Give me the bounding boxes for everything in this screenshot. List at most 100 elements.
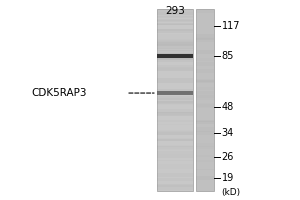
- Text: CDK5RAP3: CDK5RAP3: [32, 88, 87, 98]
- Bar: [196, 62, 214, 66]
- Bar: [196, 69, 214, 73]
- Bar: [158, 113, 193, 115]
- Bar: [158, 55, 193, 60]
- Bar: [196, 81, 214, 82]
- Bar: [158, 98, 193, 100]
- Bar: [196, 127, 214, 132]
- Bar: [158, 44, 193, 49]
- Bar: [158, 145, 193, 149]
- Bar: [158, 139, 193, 141]
- Bar: [196, 79, 214, 81]
- Bar: [158, 9, 193, 15]
- Bar: [158, 19, 193, 22]
- Bar: [196, 104, 214, 107]
- Bar: [158, 40, 193, 43]
- Bar: [158, 101, 193, 103]
- Bar: [158, 54, 193, 58]
- Bar: [196, 120, 214, 122]
- Bar: [158, 23, 193, 25]
- Bar: [158, 43, 193, 48]
- Bar: [158, 89, 193, 94]
- Bar: [196, 143, 214, 147]
- Text: 117: 117: [222, 21, 240, 31]
- Bar: [196, 82, 214, 83]
- Bar: [158, 120, 193, 122]
- Bar: [158, 58, 193, 62]
- Bar: [158, 100, 193, 105]
- Bar: [158, 29, 193, 31]
- Bar: [196, 37, 214, 40]
- Bar: [158, 115, 193, 116]
- Text: 19: 19: [222, 173, 234, 183]
- Text: 293: 293: [165, 6, 185, 16]
- Bar: [158, 43, 193, 44]
- Bar: [196, 9, 214, 13]
- Bar: [158, 67, 193, 68]
- Bar: [196, 87, 214, 90]
- Bar: [196, 95, 214, 100]
- Bar: [158, 112, 193, 116]
- Bar: [158, 164, 193, 169]
- Text: 48: 48: [222, 102, 234, 112]
- Bar: [196, 103, 214, 108]
- Bar: [196, 176, 214, 180]
- Bar: [158, 132, 193, 135]
- Bar: [158, 187, 193, 190]
- Bar: [158, 34, 193, 40]
- Bar: [196, 146, 214, 149]
- Bar: [158, 101, 193, 104]
- Bar: [158, 160, 193, 161]
- Bar: [158, 65, 193, 70]
- Bar: [158, 41, 193, 46]
- Bar: [158, 178, 193, 181]
- Bar: [158, 151, 193, 154]
- Bar: [158, 154, 193, 158]
- Bar: [158, 39, 193, 45]
- Bar: [196, 9, 214, 191]
- Text: 34: 34: [222, 128, 234, 138]
- Text: (kD): (kD): [222, 188, 241, 197]
- Bar: [158, 131, 193, 135]
- Bar: [196, 38, 214, 42]
- Bar: [158, 185, 193, 187]
- Bar: [158, 42, 193, 46]
- Bar: [158, 146, 193, 147]
- Bar: [196, 94, 214, 98]
- Bar: [158, 78, 193, 83]
- Bar: [158, 184, 193, 187]
- Bar: [158, 70, 193, 71]
- Bar: [196, 155, 214, 157]
- Bar: [158, 124, 193, 125]
- Bar: [196, 131, 214, 135]
- Bar: [158, 109, 193, 113]
- Bar: [196, 39, 214, 40]
- Text: 26: 26: [222, 152, 234, 162]
- Bar: [196, 58, 214, 61]
- Bar: [158, 53, 193, 59]
- Bar: [158, 12, 193, 17]
- Bar: [158, 96, 193, 100]
- Bar: [158, 29, 193, 33]
- Bar: [158, 57, 193, 60]
- Bar: [158, 16, 193, 18]
- Bar: [196, 121, 214, 124]
- Bar: [158, 147, 193, 150]
- Bar: [158, 20, 193, 21]
- Text: 85: 85: [222, 51, 234, 61]
- Bar: [158, 91, 193, 95]
- Bar: [158, 50, 193, 54]
- Bar: [158, 9, 193, 191]
- Bar: [158, 24, 193, 25]
- Bar: [158, 138, 193, 141]
- Bar: [196, 50, 214, 54]
- Bar: [196, 160, 214, 162]
- Bar: [158, 112, 193, 113]
- Bar: [196, 169, 214, 170]
- Bar: [196, 91, 214, 94]
- Bar: [158, 68, 193, 71]
- Bar: [196, 34, 214, 37]
- Bar: [158, 130, 193, 132]
- Bar: [158, 48, 193, 51]
- Bar: [158, 23, 193, 25]
- Bar: [196, 37, 214, 39]
